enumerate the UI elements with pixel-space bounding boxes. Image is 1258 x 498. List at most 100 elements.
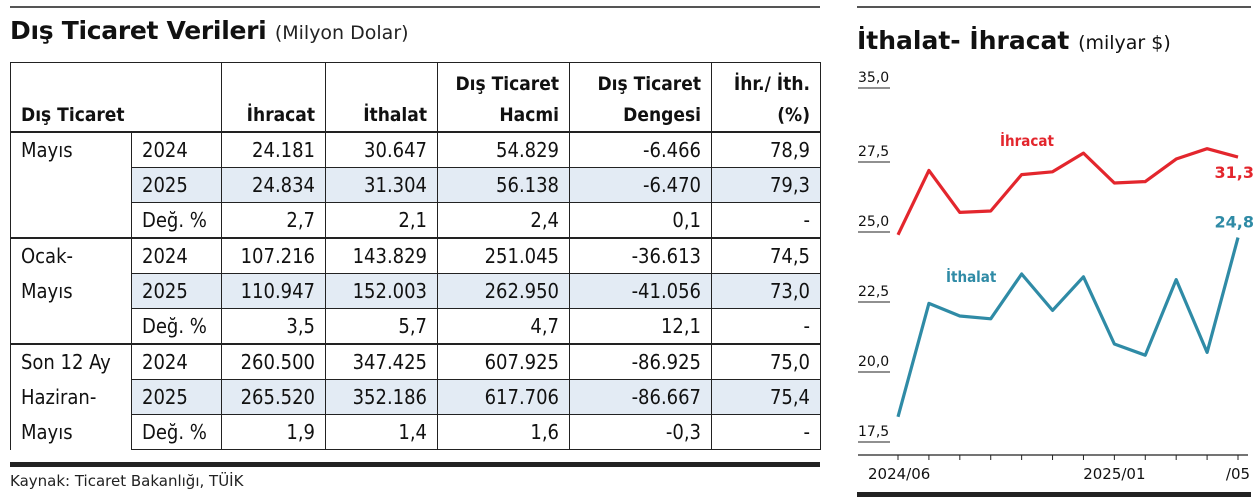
hacim-cell: 54.829 bbox=[437, 131, 570, 168]
table-subtitle: (Milyon Dolar) bbox=[274, 22, 409, 44]
oran-cell: 78,9 bbox=[711, 131, 821, 168]
y-tick-label: 20,0 bbox=[858, 354, 889, 370]
series-end-label: 24,8 bbox=[1215, 213, 1254, 232]
series-line-ithalat bbox=[896, 237, 1240, 418]
oran-cell: 79,3 bbox=[711, 167, 821, 203]
oran-cell: 74,5 bbox=[711, 237, 821, 274]
hacim-cell: 2,4 bbox=[437, 202, 570, 239]
header-dis-ticaret: Dış Ticaret bbox=[10, 62, 222, 133]
period-cell: 2024 bbox=[131, 343, 222, 380]
period-cell: 2024 bbox=[131, 237, 222, 274]
top-rule-right bbox=[857, 6, 1251, 8]
y-tick-label: 25,0 bbox=[858, 214, 889, 230]
period-cell: 2025 bbox=[131, 379, 222, 415]
table-row: 2025 24.834 31.304 56.138 -6.470 79,3 bbox=[10, 167, 821, 203]
header-ithalat: İthalat bbox=[325, 62, 438, 133]
period-cell: Değ. % bbox=[131, 414, 222, 450]
ithalat-cell: 1,4 bbox=[325, 414, 438, 450]
trade-line-chart: 35,0 27,5 25,0 22,5 20,0 17,5 2024/06 2025/01/0… bbox=[857, 70, 1254, 497]
denge-cell: -86.925 bbox=[569, 343, 712, 380]
group-label: Son 12 Ay bbox=[10, 343, 132, 380]
group-label bbox=[10, 167, 132, 203]
y-tick-label: 22,5 bbox=[858, 284, 889, 300]
hacim-cell: 262.950 bbox=[437, 273, 570, 309]
table-row: Ocak- 2024 107.216 143.829 251.045 -36.613 74,… bbox=[10, 237, 821, 274]
hacim-cell: 251.045 bbox=[437, 237, 570, 274]
y-tick-label: 27,5 bbox=[858, 144, 889, 160]
table-bottom-bar bbox=[10, 462, 820, 467]
x-tick-label: 2025/01 bbox=[1083, 465, 1145, 483]
oran-cell: - bbox=[711, 202, 821, 239]
trade-table: Dış Ticaret İhracat İthalat Dış Ticaret H… bbox=[10, 62, 821, 450]
ihracat-cell: 110.947 bbox=[221, 273, 326, 309]
ihracat-cell: 24.181 bbox=[221, 131, 326, 168]
period-cell: Değ. % bbox=[131, 308, 222, 345]
hacim-cell: 4,7 bbox=[437, 308, 570, 345]
ithalat-cell: 152.003 bbox=[325, 273, 438, 309]
denge-cell: -86.667 bbox=[569, 379, 712, 415]
header-oran: İhr./ İth. (%) bbox=[711, 62, 821, 133]
denge-cell: -6.470 bbox=[569, 167, 712, 203]
period-cell: Değ. % bbox=[131, 202, 222, 239]
hacim-cell: 56.138 bbox=[437, 167, 570, 203]
table-row: Mayıs 2025 110.947 152.003 262.950 -41.056 73,… bbox=[10, 273, 821, 309]
period-cell: 2025 bbox=[131, 273, 222, 309]
top-rule-left bbox=[10, 6, 820, 8]
y-tick-label: 35,0 bbox=[858, 70, 889, 86]
chart-bottom-bar bbox=[857, 492, 1251, 497]
x-tick-label: 2024/06 bbox=[868, 465, 930, 483]
ihracat-cell: 1,9 bbox=[221, 414, 326, 450]
table-row: Mayıs Değ. % 1,9 1,4 1,6 -0,3- bbox=[10, 414, 821, 450]
table-row: Değ. % 3,5 5,7 4,7 12,1- bbox=[10, 308, 821, 345]
source-note: Kaynak: Ticaret Bakanlığı, TÜİK bbox=[10, 472, 244, 490]
oran-cell: 75,0 bbox=[711, 343, 821, 380]
ithalat-cell: 143.829 bbox=[325, 237, 438, 274]
group-label bbox=[10, 308, 132, 344]
ithalat-cell: 30.647 bbox=[325, 131, 438, 168]
ihracat-cell: 24.834 bbox=[221, 167, 326, 203]
table-body: Mayıs 2024 24.181 30.647 54.829 -6.466 78,9 202… bbox=[10, 131, 821, 450]
group-label bbox=[10, 202, 132, 238]
oran-cell: 73,0 bbox=[711, 273, 821, 309]
table-title: Dış Ticaret Verileri (Milyon Dolar) bbox=[10, 16, 409, 45]
ihracat-cell: 2,7 bbox=[221, 202, 326, 239]
header-ihracat: İhracat bbox=[221, 62, 326, 133]
table-title-text: Dış Ticaret Verileri bbox=[10, 16, 267, 45]
table-header-row: Dış Ticaret İhracat İthalat Dış Ticaret H… bbox=[10, 62, 821, 133]
chart-subtitle: (milyar $) bbox=[1078, 32, 1171, 54]
period-cell: 2025 bbox=[131, 167, 222, 203]
table-row: Değ. % 2,7 2,1 2,4 0,1- bbox=[10, 202, 821, 239]
chart-title: İthalat- İhracat (milyar $) bbox=[857, 26, 1171, 55]
group-label: Mayıs bbox=[10, 132, 132, 168]
group-label: Haziran- bbox=[10, 379, 132, 415]
table-row: Mayıs 2024 24.181 30.647 54.829 -6.466 78,9 bbox=[10, 131, 821, 168]
denge-cell: -41.056 bbox=[569, 273, 712, 309]
chart-title-text: İthalat- İhracat bbox=[857, 26, 1070, 55]
x-tick-label: /05 bbox=[1226, 465, 1250, 483]
y-tick-label: 17,5 bbox=[858, 424, 889, 440]
group-label: Ocak- bbox=[10, 237, 132, 274]
group-label: Mayıs bbox=[10, 273, 132, 309]
ihracat-cell: 3,5 bbox=[221, 308, 326, 345]
table-row: Son 12 Ay 2024 260.500 347.425 607.925 -86.92… bbox=[10, 343, 821, 380]
hacim-cell: 1,6 bbox=[437, 414, 570, 450]
ihracat-cell: 265.520 bbox=[221, 379, 326, 415]
ithalat-cell: 347.425 bbox=[325, 343, 438, 380]
ithalat-cell: 352.186 bbox=[325, 379, 438, 415]
ithalat-cell: 31.304 bbox=[325, 167, 438, 203]
oran-cell: 75,4 bbox=[711, 379, 821, 415]
denge-cell: 12,1 bbox=[569, 308, 712, 345]
denge-cell: -36.613 bbox=[569, 237, 712, 274]
denge-cell: 0,1 bbox=[569, 202, 712, 239]
ithalat-cell: 5,7 bbox=[325, 308, 438, 345]
hacim-cell: 607.925 bbox=[437, 343, 570, 380]
denge-cell: -0,3 bbox=[569, 414, 712, 450]
series-label: İhracat bbox=[1000, 131, 1054, 150]
series-line-ihracat bbox=[896, 147, 1239, 236]
header-denge: Dış Ticaret Dengesi bbox=[569, 62, 712, 133]
group-label: Mayıs bbox=[10, 414, 132, 450]
oran-cell: - bbox=[711, 414, 821, 450]
ihracat-cell: 260.500 bbox=[221, 343, 326, 380]
ihracat-cell: 107.216 bbox=[221, 237, 326, 274]
oran-cell: - bbox=[711, 308, 821, 345]
